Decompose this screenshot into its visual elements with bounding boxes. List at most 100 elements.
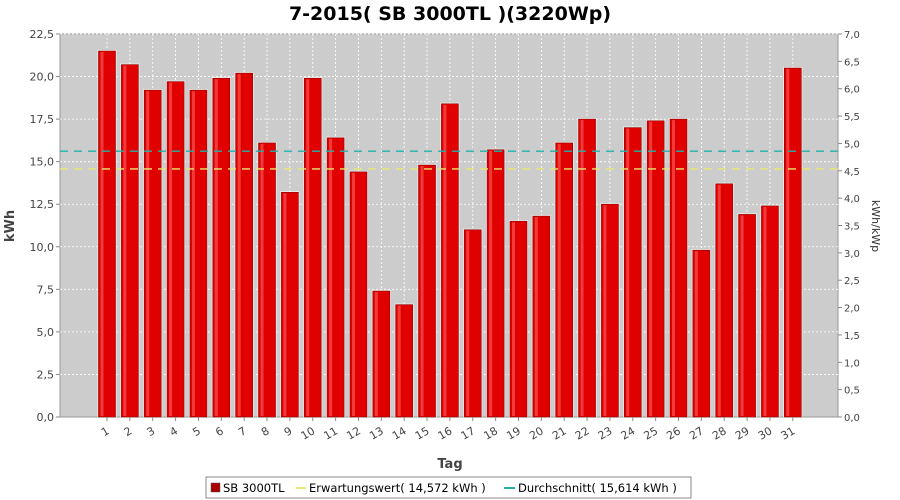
x-tick-label: 13: [367, 424, 386, 442]
y-right-tick-label: 1,0: [844, 358, 860, 369]
y-right-tick-label: 2,0: [844, 304, 860, 315]
bar-highlight: [237, 74, 241, 416]
y-tick-label: 12,5: [30, 198, 55, 211]
y-right-tick-label: 1,5: [844, 331, 860, 342]
y-axis-right-title: kWh/kWp: [869, 200, 882, 252]
y-right-tick-label: 3,5: [844, 222, 860, 233]
x-tick-label: 28: [710, 424, 729, 442]
x-tick-label: 31: [779, 424, 798, 442]
bar-highlight: [214, 79, 218, 416]
bar-highlight: [786, 69, 790, 417]
y-tick-label: 22,5: [30, 28, 55, 41]
x-tick-label: 14: [390, 424, 409, 442]
bar-highlight: [146, 91, 150, 416]
bar-highlight: [672, 120, 675, 416]
y-right-tick-label: 7,0: [844, 30, 860, 41]
y-right-tick-label: 6,5: [844, 57, 860, 68]
x-tick-label: 3: [145, 424, 158, 439]
x-tick-label: 5: [190, 424, 203, 439]
y-right-tick-label: 2,5: [844, 276, 860, 287]
x-tick-label: 27: [687, 424, 706, 442]
legend-label-erwartungswert: Erwartungswert( 14,572 kWh ): [309, 481, 486, 495]
bar-highlight: [626, 128, 630, 416]
x-tick-label: 19: [504, 424, 523, 442]
bar-highlight: [100, 52, 104, 417]
x-tick-label: 24: [619, 424, 638, 442]
legend: SB 3000TL Erwartungswert( 14,572 kWh ) D…: [205, 476, 692, 499]
y-axis-left: 0,0 2,5 5,0 7,5 10,0 12,5 15,0 17,5 20,0 22,5: [30, 28, 60, 424]
x-axis-title: Tag: [437, 457, 462, 472]
x-tick-label: 2: [122, 424, 135, 439]
x-tick-label: 7: [236, 424, 249, 439]
bar-highlight: [169, 82, 173, 416]
bar-highlight: [306, 79, 310, 416]
legend-label-durchschnitt: Durchschnitt( 15,614 kWh ): [518, 481, 677, 495]
x-tick-label: 20: [527, 424, 546, 442]
y-tick-label: 10,0: [30, 241, 55, 254]
bar-highlight: [260, 143, 264, 417]
x-tick-label: 29: [733, 424, 752, 442]
x-tick-label: 8: [259, 424, 272, 439]
x-tick-label: 10: [299, 424, 318, 442]
bar-highlight: [420, 166, 424, 416]
bar-highlight: [717, 184, 721, 416]
bar-highlight: [397, 305, 401, 416]
bar-highlight: [603, 205, 607, 416]
x-axis: 1 2 3 4 5 6 7 8 9 10 11 12 13 14 15 16 17 18 19 20 21 22 23 24 2…: [99, 417, 797, 443]
bar-highlight: [466, 230, 470, 416]
x-tick-label: 22: [573, 424, 592, 442]
x-tick-label: 1: [99, 424, 112, 439]
x-tick-label: 25: [642, 424, 661, 442]
bar-highlight: [123, 65, 127, 416]
y-axis-right: 0,0 0,5 1,0 1,5 2,0 2,5 3,0 3,5 4,0 4,5 5,0 5,5 6,0 6…: [838, 30, 860, 424]
y-axis-title: kWh: [3, 210, 18, 242]
bar-highlight: [489, 150, 493, 417]
chart-title: 7-2015( SB 3000TL )(3220Wp): [289, 3, 611, 25]
bar-highlight: [580, 120, 584, 416]
bar-highlight: [374, 292, 378, 416]
y-right-tick-label: 6,0: [844, 85, 860, 96]
bar-highlight: [443, 104, 447, 417]
bar-highlight: [557, 143, 561, 417]
x-tick-label: 26: [664, 424, 683, 442]
x-tick-label: 21: [550, 424, 569, 442]
plot-area: [59, 33, 839, 418]
x-tick-label: 9: [282, 424, 295, 439]
y-tick-label: 0,0: [37, 411, 55, 424]
bar-highlight: [283, 193, 287, 416]
y-tick-label: 20,0: [30, 71, 55, 84]
y-right-tick-label: 0,0: [844, 413, 860, 424]
y-tick-label: 15,0: [30, 156, 55, 169]
y-right-tick-label: 5,5: [844, 112, 860, 123]
bar-highlight: [329, 138, 333, 416]
y-right-tick-label: 5,0: [844, 139, 860, 150]
y-tick-label: 7,5: [37, 283, 55, 296]
x-tick-label: 30: [756, 424, 775, 442]
x-tick-label: 12: [344, 424, 363, 442]
x-tick-label: 23: [596, 424, 615, 442]
bar-highlight: [740, 215, 744, 416]
x-tick-label: 6: [213, 424, 226, 439]
x-tick-label: 16: [436, 424, 455, 442]
y-right-tick-label: 4,0: [844, 194, 860, 205]
legend-label-sb3000tl: SB 3000TL: [223, 481, 285, 495]
y-tick-label: 5,0: [37, 326, 55, 339]
bar-highlight: [351, 172, 355, 416]
bar-highlight: [511, 222, 515, 416]
bar-highlight: [694, 251, 698, 416]
y-tick-label: 17,5: [30, 113, 55, 126]
bar-highlight: [191, 91, 195, 416]
bar-highlight: [649, 121, 653, 417]
x-tick-label: 11: [321, 424, 340, 442]
bar-highlight: [763, 206, 767, 416]
x-tick-label: 4: [168, 424, 181, 439]
x-tick-label: 18: [481, 424, 500, 442]
y-tick-label: 2,5: [37, 368, 55, 381]
legend-swatch-bar: [210, 482, 221, 493]
bar-highlight: [534, 217, 538, 416]
y-right-tick-label: 4,5: [844, 167, 860, 178]
legend-box: [205, 476, 692, 499]
y-right-tick-label: 3,0: [844, 249, 860, 260]
